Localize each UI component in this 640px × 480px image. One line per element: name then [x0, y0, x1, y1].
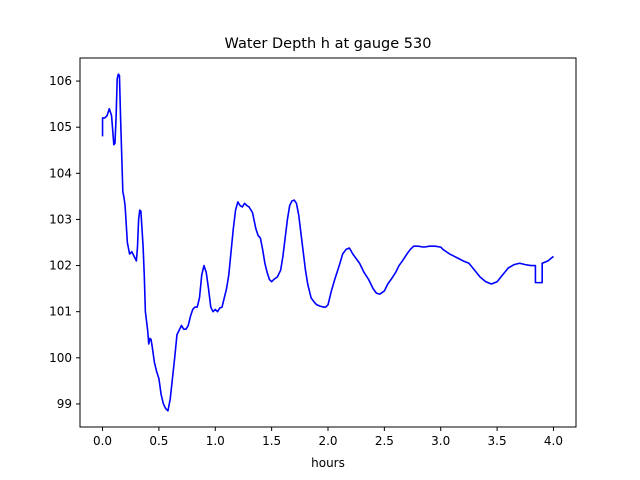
x-tick-label: 4.0	[544, 434, 563, 448]
series-line-0	[101, 73, 554, 412]
x-tick-label: 3.0	[431, 434, 450, 448]
x-tick-label: 3.5	[488, 434, 507, 448]
x-tick-label: 2.5	[375, 434, 394, 448]
y-tick-label: 103	[49, 212, 72, 226]
y-tick-label: 105	[49, 120, 72, 134]
plot-area	[101, 73, 554, 412]
chart-title: Water Depth h at gauge 530	[225, 36, 432, 52]
x-tick-label: 1.0	[206, 434, 225, 448]
x-axis: 0.0 0.5 1.0 1.5 2.0 2.5 3.0 3.5 4.0	[93, 427, 563, 448]
y-tick-label: 102	[49, 259, 72, 273]
y-tick-label: 99	[57, 397, 72, 411]
y-tick-label: 100	[49, 351, 72, 365]
x-tick-label: 2.0	[318, 434, 337, 448]
axes-frame	[79, 57, 577, 428]
x-tick-label: 0.5	[149, 434, 168, 448]
y-axis: 99 100 101 102 103 104 105 106	[49, 74, 80, 411]
y-tick-label: 104	[49, 166, 72, 180]
y-tick-label: 101	[49, 305, 72, 319]
x-axis-label: hours	[311, 456, 345, 470]
x-tick-label: 0.0	[93, 434, 112, 448]
y-tick-label: 106	[49, 74, 72, 88]
x-tick-label: 1.5	[262, 434, 281, 448]
